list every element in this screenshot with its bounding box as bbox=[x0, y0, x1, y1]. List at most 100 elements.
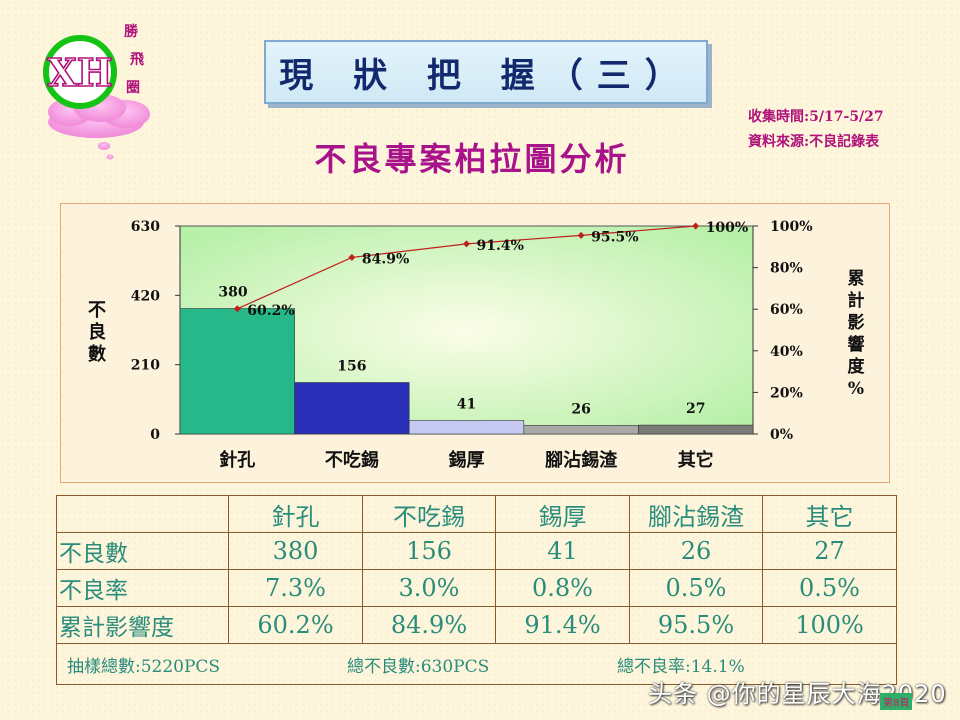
title-box: 現 狀 把 握（三） bbox=[264, 40, 708, 104]
y2-axis-title-char: 響 bbox=[848, 334, 865, 355]
x-tick-label: 不吃錫 bbox=[325, 449, 379, 471]
y2-axis-title-char: % bbox=[848, 379, 864, 399]
y-tick-label: 630 bbox=[131, 219, 160, 235]
data-source: 資料來源:不良記錄表 bbox=[748, 134, 880, 150]
y2-axis-title-char: 累 bbox=[848, 269, 865, 289]
chart-subtitle: 不良專案柏拉圖分析 bbox=[314, 140, 630, 178]
cumulative-value-label: 84.9% bbox=[362, 251, 409, 267]
y-axis-title-char: 不 bbox=[88, 300, 106, 321]
bar-series bbox=[179, 308, 754, 435]
y-tick-label: 0 bbox=[150, 427, 160, 443]
page-title: 現 狀 把 握（三） bbox=[279, 55, 693, 96]
table-corner-cell bbox=[56, 495, 229, 533]
bar bbox=[638, 424, 754, 435]
defect-rate: 總不良率:14.1% bbox=[617, 656, 745, 677]
logo-ring bbox=[43, 35, 117, 109]
cumulative-point bbox=[348, 253, 356, 261]
table-footer-row: 抽樣總數:5220PCS 總不良數:630PCS 總不良率:14.1% bbox=[56, 643, 897, 685]
y2-tick-label: 0% bbox=[770, 427, 793, 443]
table-cell: 60.2% bbox=[228, 606, 363, 644]
pareto-chart-panel: 0 210 420 630 0% 20% 40% 60% 80% 100% 380 156 41 26… bbox=[60, 203, 890, 483]
x-tick-label: 錫厚 bbox=[449, 449, 485, 471]
table-cell: 0.5% bbox=[629, 569, 763, 607]
pareto-chart: 0 210 420 630 0% 20% 40% 60% 80% 100% 380 156 41 26… bbox=[88, 219, 866, 471]
table-footer: 抽樣總數:5220PCS 總不良數:630PCS 總不良率:14.1% bbox=[56, 643, 897, 685]
bar-value-label: 41 bbox=[457, 396, 476, 412]
table-cell: 41 bbox=[495, 532, 630, 570]
collect-time: 收集時間:5/17-5/27 bbox=[748, 109, 884, 125]
x-tick-label: 其它 bbox=[678, 449, 714, 471]
y2-axis-title: 累計影響度% bbox=[848, 269, 866, 399]
table-cell: 0.8% bbox=[495, 569, 630, 607]
column-header: 其它 bbox=[762, 495, 897, 533]
table-cell: 84.9% bbox=[362, 606, 496, 644]
logo-letters: XH bbox=[47, 50, 112, 95]
table-cell: 26 bbox=[629, 532, 763, 570]
table-row: 不良率 7.3% 3.0% 0.8% 0.5% 0.5% bbox=[56, 569, 897, 607]
column-header: 腳沾錫渣 bbox=[629, 495, 763, 533]
row-header: 累計影響度 bbox=[56, 606, 229, 644]
bar-value-label: 156 bbox=[337, 358, 366, 374]
logo-char-2: 飛 bbox=[129, 52, 144, 68]
cumulative-point bbox=[233, 305, 241, 313]
y2-axis: 0% 20% 40% 60% 80% 100% bbox=[752, 219, 813, 443]
column-header: 錫厚 bbox=[495, 495, 630, 533]
bar bbox=[408, 420, 525, 435]
table-cell: 27 bbox=[762, 532, 897, 570]
table-cell: 3.0% bbox=[362, 569, 496, 607]
summary-table-wrap: 針孔 不吃錫 錫厚 腳沾錫渣 其它 不良數 380 156 41 26 27 不… bbox=[56, 495, 897, 685]
cumulative-value-label: 100% bbox=[706, 220, 749, 236]
cumulative-line-series: 60.2% 84.9% 91.4% 95.5% 100% bbox=[233, 220, 749, 319]
bar-labels: 380 156 41 26 27 bbox=[218, 285, 705, 418]
bar bbox=[523, 425, 639, 435]
x-tick-label: 腳沾錫渣 bbox=[545, 449, 618, 471]
x-axis-labels: 針孔 不吃錫 錫厚 腳沾錫渣 其它 bbox=[219, 449, 713, 471]
cumulative-point bbox=[692, 222, 700, 230]
table-row: 累計影響度 60.2% 84.9% 91.4% 95.5% 100% bbox=[56, 606, 897, 644]
y-axis-title-char: 數 bbox=[88, 344, 106, 365]
page-number: 第8頁 bbox=[880, 693, 913, 710]
table-cell: 0.5% bbox=[762, 569, 897, 607]
y-tick-label: 420 bbox=[131, 288, 160, 304]
y-axis-title: 不良數 bbox=[88, 300, 106, 365]
cumulative-value-label: 91.4% bbox=[477, 238, 524, 254]
table-row: 不良數 380 156 41 26 27 bbox=[56, 532, 897, 570]
table-cell: 91.4% bbox=[495, 606, 630, 644]
logo-char-3: 圈 bbox=[126, 80, 140, 96]
cumulative-point bbox=[577, 231, 585, 239]
company-logo: XH 勝 飛 圈 bbox=[43, 23, 150, 160]
cumulative-point bbox=[463, 240, 470, 248]
table-cell: 7.3% bbox=[228, 569, 363, 607]
row-header: 不良率 bbox=[56, 569, 229, 607]
y-tick-label: 210 bbox=[131, 358, 160, 374]
defect-total: 總不良數:630PCS bbox=[347, 656, 490, 677]
cumulative-value-label: 60.2% bbox=[247, 303, 294, 319]
y2-axis-title-char: 度 bbox=[848, 356, 866, 377]
table-cell: 380 bbox=[228, 532, 363, 570]
bar bbox=[294, 382, 410, 435]
x-tick-label: 針孔 bbox=[219, 449, 255, 471]
y2-axis-title-char: 計 bbox=[848, 290, 865, 311]
cumulative-value-label: 95.5% bbox=[591, 229, 638, 245]
row-header: 不良數 bbox=[56, 532, 229, 570]
summary-table: 針孔 不吃錫 錫厚 腳沾錫渣 其它 不良數 380 156 41 26 27 不… bbox=[56, 495, 897, 685]
logo-char-1: 勝 bbox=[124, 23, 139, 40]
y2-tick-label: 60% bbox=[770, 302, 803, 318]
column-header: 針孔 bbox=[228, 495, 363, 533]
y2-tick-label: 100% bbox=[770, 219, 813, 235]
table-cell: 95.5% bbox=[629, 606, 763, 644]
column-header: 不吃錫 bbox=[362, 495, 496, 533]
bar bbox=[179, 308, 295, 435]
y-axis-title-char: 良 bbox=[88, 321, 106, 343]
table-cell: 100% bbox=[762, 606, 897, 644]
y2-tick-label: 80% bbox=[770, 261, 803, 277]
bar-value-label: 27 bbox=[686, 401, 705, 417]
y-axis: 0 210 420 630 bbox=[131, 219, 181, 443]
table-cell: 156 bbox=[362, 532, 496, 570]
bar-value-label: 26 bbox=[571, 401, 590, 417]
bar-value-label: 380 bbox=[218, 285, 247, 301]
y2-axis-title-char: 影 bbox=[848, 313, 865, 333]
y2-tick-label: 40% bbox=[770, 344, 803, 360]
y2-tick-label: 20% bbox=[770, 385, 803, 401]
table-header-row: 針孔 不吃錫 錫厚 腳沾錫渣 其它 bbox=[56, 495, 897, 533]
